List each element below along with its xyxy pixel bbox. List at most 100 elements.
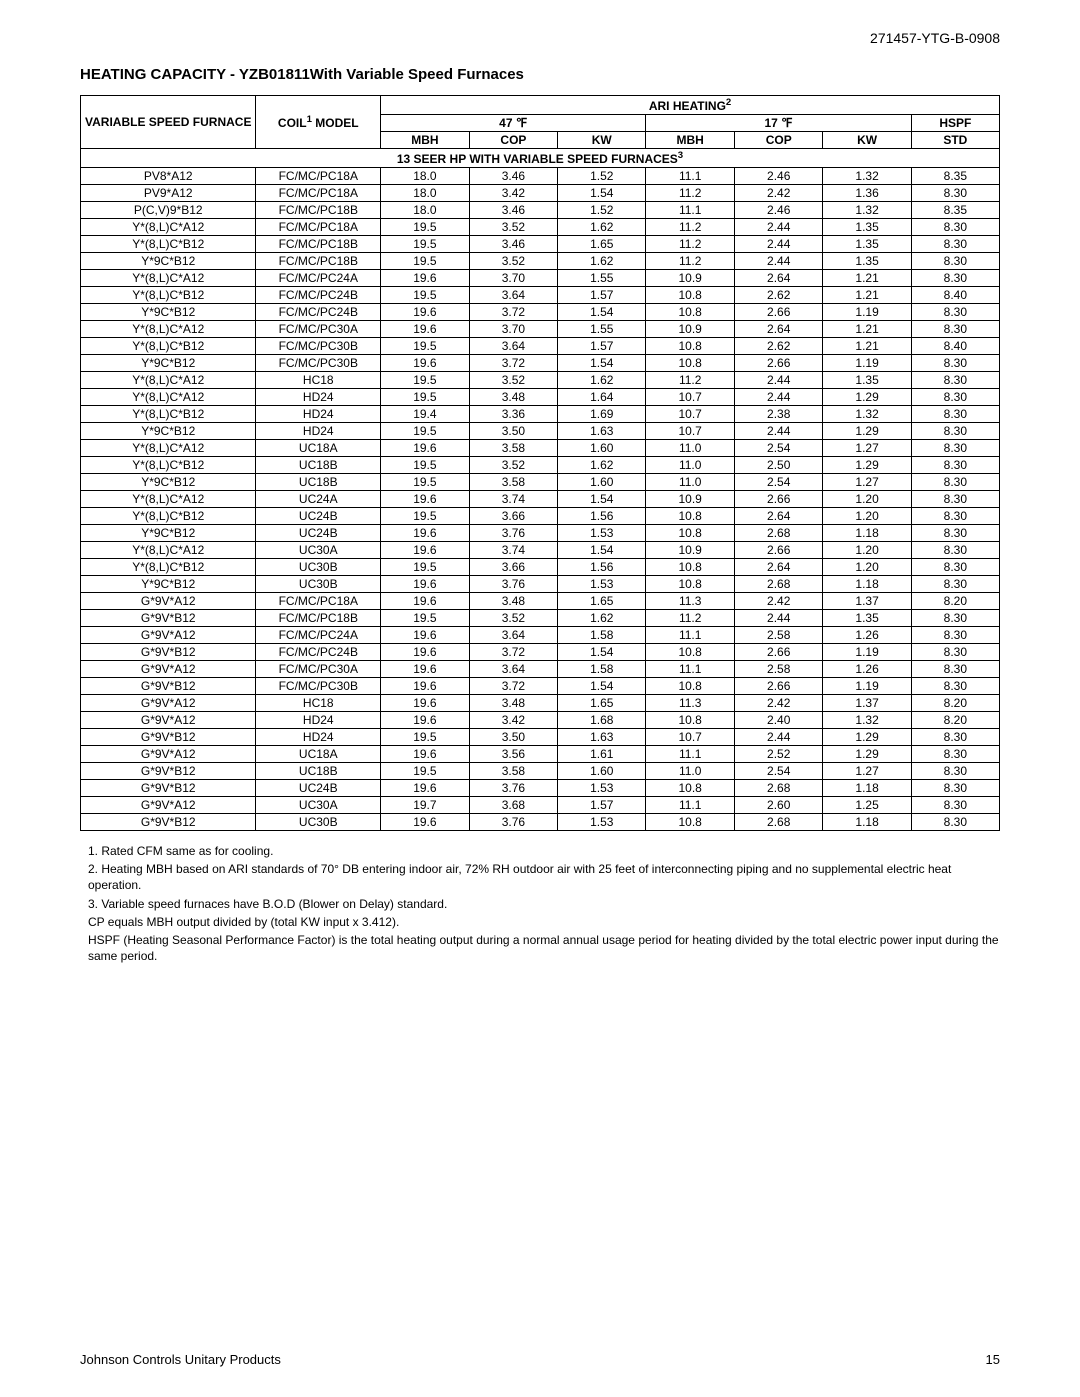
table-cell: 3.52: [469, 219, 557, 236]
table-cell: 8.30: [911, 304, 999, 321]
table-cell: FC/MC/PC18A: [256, 593, 381, 610]
table-cell: UC30B: [256, 576, 381, 593]
table-cell: 8.30: [911, 389, 999, 406]
table-cell: 8.40: [911, 287, 999, 304]
table-cell: 1.37: [823, 695, 911, 712]
table-row: G*9V*B12FC/MC/PC30B19.63.721.5410.82.661…: [81, 678, 1000, 695]
table-cell: 3.52: [469, 457, 557, 474]
table-cell: 1.62: [558, 253, 646, 270]
table-cell: Y*(8,L)C*B12: [81, 406, 256, 423]
table-cell: 3.64: [469, 287, 557, 304]
table-cell: FC/MC/PC30B: [256, 338, 381, 355]
table-cell: 10.8: [646, 287, 735, 304]
table-cell: FC/MC/PC24B: [256, 644, 381, 661]
table-cell: 8.30: [911, 440, 999, 457]
table-cell: 8.30: [911, 576, 999, 593]
table-cell: 8.30: [911, 355, 999, 372]
table-cell: Y*(8,L)C*A12: [81, 542, 256, 559]
table-row: PV8*A12FC/MC/PC18A18.03.461.5211.12.461.…: [81, 168, 1000, 185]
table-cell: 11.1: [646, 168, 735, 185]
table-cell: 1.54: [558, 678, 646, 695]
table-cell: 1.54: [558, 644, 646, 661]
table-cell: UC18A: [256, 746, 381, 763]
table-cell: 19.5: [381, 236, 470, 253]
table-row: G*9V*A12FC/MC/PC18A19.63.481.6511.32.421…: [81, 593, 1000, 610]
table-cell: 18.0: [381, 202, 470, 219]
page-title: HEATING CAPACITY - YZB01811With Variable…: [80, 66, 1000, 83]
table-cell: Y*(8,L)C*A12: [81, 372, 256, 389]
table-cell: 2.60: [734, 797, 822, 814]
table-cell: G*9V*B12: [81, 729, 256, 746]
table-cell: 19.6: [381, 593, 470, 610]
table-cell: 1.54: [558, 355, 646, 372]
table-cell: 19.5: [381, 610, 470, 627]
table-cell: 10.8: [646, 559, 735, 576]
table-cell: 11.0: [646, 457, 735, 474]
th-mbh-47: MBH: [381, 132, 470, 149]
table-cell: 11.2: [646, 219, 735, 236]
table-cell: 2.66: [734, 678, 822, 695]
table-cell: 19.5: [381, 338, 470, 355]
table-row: Y*9C*B12UC30B19.63.761.5310.82.681.188.3…: [81, 576, 1000, 593]
table-cell: 2.44: [734, 729, 822, 746]
table-cell: FC/MC/PC24B: [256, 304, 381, 321]
table-cell: 3.64: [469, 661, 557, 678]
table-cell: 3.46: [469, 168, 557, 185]
table-cell: 1.65: [558, 695, 646, 712]
table-cell: 1.20: [823, 508, 911, 525]
table-cell: 1.60: [558, 440, 646, 457]
table-cell: 10.9: [646, 321, 735, 338]
table-cell: Y*9C*B12: [81, 304, 256, 321]
table-cell: PV8*A12: [81, 168, 256, 185]
table-cell: P(C,V)9*B12: [81, 202, 256, 219]
table-cell: 1.58: [558, 627, 646, 644]
table-cell: 18.0: [381, 185, 470, 202]
table-cell: 8.30: [911, 321, 999, 338]
table-cell: Y*(8,L)C*B12: [81, 508, 256, 525]
table-cell: 10.9: [646, 542, 735, 559]
table-row: Y*(8,L)C*B12UC30B19.53.661.5610.82.641.2…: [81, 559, 1000, 576]
table-cell: 3.64: [469, 627, 557, 644]
table-cell: 19.6: [381, 627, 470, 644]
table-cell: 8.30: [911, 508, 999, 525]
table-cell: 1.21: [823, 338, 911, 355]
table-row: G*9V*A12UC18A19.63.561.6111.12.521.298.3…: [81, 746, 1000, 763]
table-cell: 1.19: [823, 644, 911, 661]
table-cell: HD24: [256, 406, 381, 423]
section-header: 13 SEER HP WITH VARIABLE SPEED FURNACES3: [81, 149, 1000, 168]
th-cop-17: COP: [734, 132, 822, 149]
table-row: Y*(8,L)C*B12FC/MC/PC30B19.53.641.5710.82…: [81, 338, 1000, 355]
table-cell: FC/MC/PC24A: [256, 270, 381, 287]
table-cell: 11.2: [646, 185, 735, 202]
table-cell: HC18: [256, 695, 381, 712]
table-row: Y*(8,L)C*B12UC24B19.53.661.5610.82.641.2…: [81, 508, 1000, 525]
table-cell: 3.48: [469, 593, 557, 610]
table-cell: 11.1: [646, 797, 735, 814]
table-cell: 8.30: [911, 661, 999, 678]
table-cell: 19.6: [381, 712, 470, 729]
table-cell: 1.29: [823, 389, 911, 406]
table-cell: 1.54: [558, 304, 646, 321]
table-cell: 2.44: [734, 219, 822, 236]
table-row: P(C,V)9*B12FC/MC/PC18B18.03.461.5211.12.…: [81, 202, 1000, 219]
table-cell: 3.58: [469, 763, 557, 780]
table-cell: 19.5: [381, 253, 470, 270]
table-cell: 3.68: [469, 797, 557, 814]
table-cell: 11.2: [646, 372, 735, 389]
table-cell: UC24B: [256, 780, 381, 797]
table-cell: FC/MC/PC18B: [256, 610, 381, 627]
table-cell: 19.6: [381, 678, 470, 695]
table-cell: 19.6: [381, 321, 470, 338]
table-cell: 3.58: [469, 474, 557, 491]
table-cell: 19.5: [381, 372, 470, 389]
table-cell: 1.25: [823, 797, 911, 814]
table-cell: 2.64: [734, 508, 822, 525]
table-cell: 8.30: [911, 423, 999, 440]
table-cell: 10.8: [646, 814, 735, 831]
table-cell: 3.52: [469, 253, 557, 270]
table-cell: 1.32: [823, 202, 911, 219]
table-cell: 19.6: [381, 542, 470, 559]
table-cell: 2.64: [734, 559, 822, 576]
table-cell: FC/MC/PC30B: [256, 678, 381, 695]
table-cell: 19.6: [381, 440, 470, 457]
